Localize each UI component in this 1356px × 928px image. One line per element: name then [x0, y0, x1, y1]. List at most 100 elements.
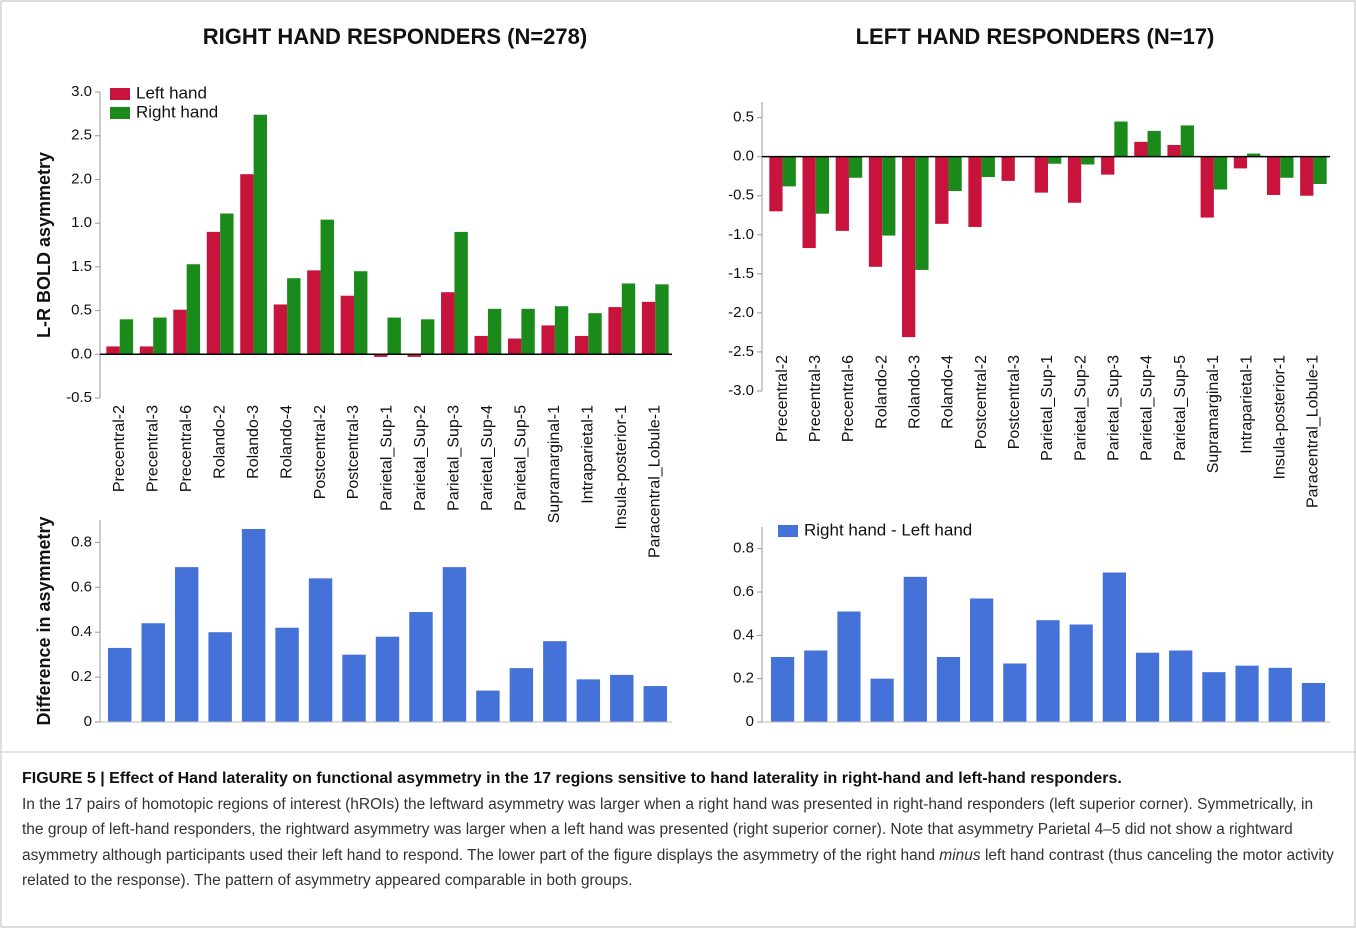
- bar: [407, 354, 421, 357]
- bar: [173, 309, 187, 355]
- bar: [848, 156, 863, 178]
- bar: [1003, 663, 1027, 722]
- bar: [108, 647, 132, 722]
- caption: FIGURE 5 | Effect of Hand laterality on …: [22, 766, 1338, 894]
- bar: [1180, 125, 1194, 157]
- bar: [1034, 156, 1048, 193]
- bar: [641, 301, 656, 355]
- x-tick-label: Supramarginal-1: [1205, 355, 1222, 473]
- x-tick-label: Precentral-2: [111, 405, 128, 492]
- bar: [588, 313, 602, 355]
- y-axis-title: Difference in asymmetry: [34, 516, 54, 725]
- bar: [1167, 144, 1181, 157]
- bar: [655, 284, 669, 355]
- bar: [342, 654, 366, 722]
- x-tick-label: Precentral-3: [807, 355, 824, 442]
- y-tick-label: 0.8: [71, 533, 92, 550]
- bar: [474, 335, 488, 355]
- bar: [1301, 683, 1326, 722]
- bar: [541, 325, 555, 355]
- x-tick-label: Parietal_Sup-4: [479, 405, 496, 511]
- caption-title: FIGURE 5 | Effect of Hand laterality on …: [22, 770, 1122, 787]
- bar: [1235, 665, 1259, 722]
- x-tick-label: Rolando-2: [211, 405, 228, 479]
- caption-text: In the 17 pairs of homotopic regions of …: [22, 795, 1314, 864]
- y-tick-label: 2.0: [71, 170, 92, 187]
- y-tick-label: -1.0: [728, 226, 754, 243]
- bar: [153, 317, 167, 355]
- bar: [1300, 156, 1314, 196]
- x-tick-label: Parietal_Sup-5: [1172, 355, 1189, 461]
- chart-title: LEFT HAND RESPONDERS (N=17): [856, 24, 1215, 49]
- bar: [770, 657, 795, 722]
- bar: [476, 690, 500, 722]
- x-tick-label: Postcentral-3: [1006, 355, 1023, 449]
- bar: [554, 306, 569, 355]
- y-tick-label: -0.5: [66, 389, 92, 406]
- bar: [935, 156, 949, 224]
- x-tick-label: Parietal_Sup-2: [1072, 355, 1089, 461]
- x-tick-label: Parietal_Sup-1: [379, 405, 396, 511]
- x-tick-label: Rolando-4: [278, 405, 295, 479]
- bar: [1202, 672, 1226, 722]
- x-tick-label: Parietal_Sup-1: [1039, 355, 1056, 461]
- bar: [273, 304, 288, 355]
- bar: [174, 567, 199, 722]
- legend-label: Left hand: [136, 83, 207, 102]
- x-tick-label: Parietal_Sup-3: [446, 405, 463, 511]
- bar: [1067, 156, 1082, 203]
- bar: [139, 346, 154, 355]
- bar: [608, 307, 622, 355]
- x-tick-label: Paracentral_Lobule-1: [646, 405, 663, 558]
- bar: [574, 335, 589, 355]
- legend-swatch: [110, 88, 130, 100]
- bar: [141, 623, 165, 722]
- y-tick-label: 0.4: [733, 626, 754, 643]
- x-tick-label: Postcentral-2: [312, 405, 329, 499]
- bar: [802, 156, 816, 249]
- bar: [882, 156, 896, 236]
- x-tick-label: Parietal_Sup-3: [1106, 355, 1123, 461]
- bar: [870, 678, 894, 722]
- bar: [320, 219, 334, 355]
- bar: [240, 174, 254, 355]
- y-tick-label: 2.5: [71, 127, 92, 144]
- y-tick-label: -0.5: [728, 187, 754, 204]
- bar: [576, 679, 601, 722]
- legend-swatch: [110, 107, 130, 119]
- bar: [340, 295, 355, 355]
- y-tick-label: -1.5: [728, 265, 754, 282]
- bar: [981, 156, 995, 177]
- x-tick-label: Precentral-6: [178, 405, 195, 492]
- bar: [835, 156, 849, 231]
- bar: [1247, 153, 1261, 157]
- bar: [610, 674, 634, 722]
- bar: [1280, 156, 1294, 178]
- y-tick-label: 0.2: [733, 670, 754, 687]
- x-tick-label: Postcentral-2: [973, 355, 990, 449]
- x-tick-label: Insula-posterior-1: [1271, 355, 1288, 480]
- bar: [1313, 156, 1327, 185]
- y-axis-title: L-R BOLD asymmetry: [34, 152, 54, 338]
- bar: [1114, 121, 1128, 157]
- y-tick-label: -2.0: [728, 304, 754, 321]
- bar: [1268, 667, 1292, 722]
- x-tick-label: Supramarginal-1: [546, 405, 563, 523]
- bar: [253, 114, 268, 355]
- bar: [509, 668, 534, 722]
- bar: [307, 270, 321, 355]
- y-tick-label: 1.5: [71, 258, 92, 275]
- x-tick-label: Precentral-3: [144, 405, 161, 492]
- bar: [106, 346, 120, 355]
- bar: [375, 636, 400, 722]
- y-tick-label: 0.8: [733, 540, 754, 557]
- x-tick-label: Rolando-4: [940, 355, 957, 429]
- bar: [454, 231, 468, 355]
- bar: [374, 354, 388, 357]
- bar: [1135, 652, 1160, 722]
- caption-italic: minus: [939, 846, 981, 864]
- y-tick-label: -2.5: [728, 343, 754, 360]
- bar: [936, 657, 961, 722]
- y-tick-label: 1.0: [71, 214, 92, 231]
